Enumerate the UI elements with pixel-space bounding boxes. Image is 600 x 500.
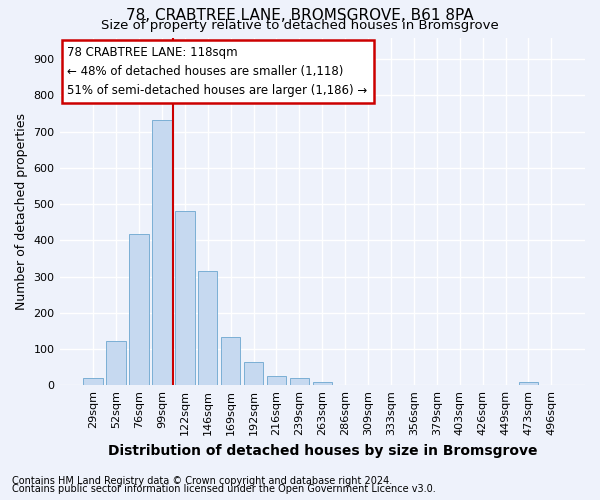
- Bar: [106, 341, 126, 385]
- Bar: [244, 362, 263, 385]
- Text: Size of property relative to detached houses in Bromsgrove: Size of property relative to detached ho…: [101, 19, 499, 32]
- Bar: [290, 378, 309, 385]
- Bar: [519, 382, 538, 385]
- Text: 78 CRABTREE LANE: 118sqm
← 48% of detached houses are smaller (1,118)
51% of sem: 78 CRABTREE LANE: 118sqm ← 48% of detach…: [67, 46, 368, 97]
- Bar: [267, 376, 286, 385]
- Bar: [313, 382, 332, 385]
- Bar: [175, 212, 194, 385]
- Text: 78, CRABTREE LANE, BROMSGROVE, B61 8PA: 78, CRABTREE LANE, BROMSGROVE, B61 8PA: [126, 8, 474, 22]
- Bar: [152, 120, 172, 385]
- Bar: [129, 234, 149, 385]
- Y-axis label: Number of detached properties: Number of detached properties: [15, 113, 28, 310]
- Bar: [221, 337, 241, 385]
- Bar: [198, 271, 217, 385]
- Text: Contains public sector information licensed under the Open Government Licence v3: Contains public sector information licen…: [12, 484, 436, 494]
- X-axis label: Distribution of detached houses by size in Bromsgrove: Distribution of detached houses by size …: [107, 444, 537, 458]
- Bar: [83, 378, 103, 385]
- Text: Contains HM Land Registry data © Crown copyright and database right 2024.: Contains HM Land Registry data © Crown c…: [12, 476, 392, 486]
